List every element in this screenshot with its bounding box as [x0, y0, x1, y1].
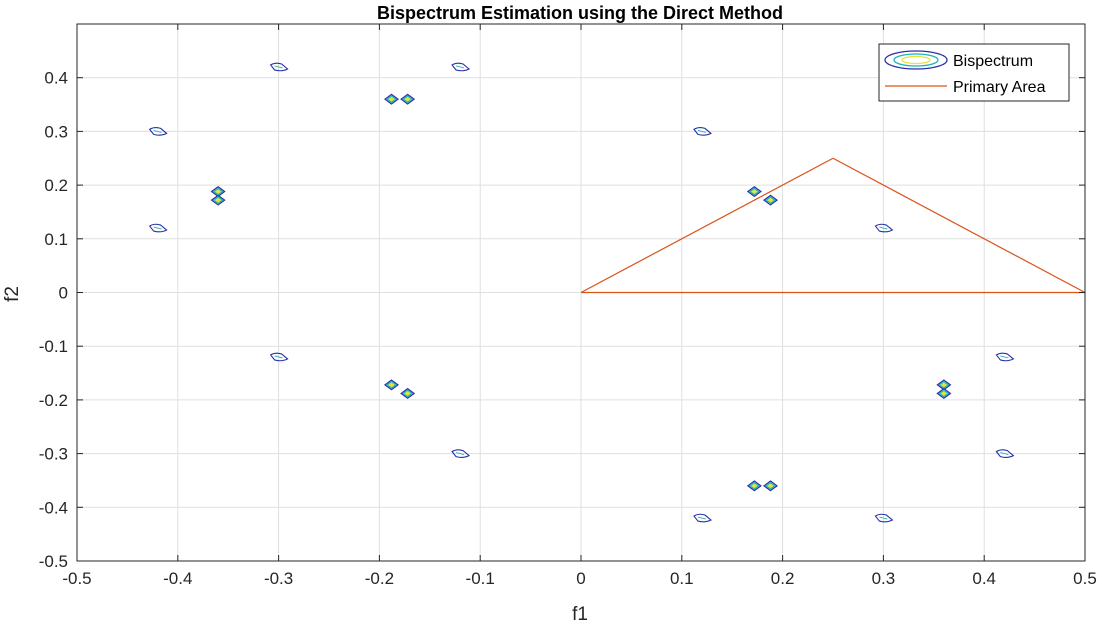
contour-level-inner [153, 129, 162, 133]
strong-peak-contour [746, 185, 762, 198]
weak-peak-contour [148, 127, 168, 136]
y-tick-label: -0.3 [39, 445, 68, 464]
strong-peak-contour [746, 480, 762, 492]
x-tick-label: -0.5 [62, 569, 91, 588]
contour-level-inner [751, 483, 758, 489]
weak-peak-contour [269, 62, 289, 72]
contour-level-inner [455, 452, 465, 456]
contour-level-inner [1000, 355, 1009, 359]
contour-level-inner [751, 189, 758, 194]
weak-peak-contour [451, 62, 471, 72]
contour-level-outer [874, 513, 894, 523]
bispectrum-contours [148, 62, 1015, 523]
legend-box [878, 43, 1070, 102]
contour-level-outer [874, 223, 894, 233]
contour-level-inner [404, 391, 411, 396]
legend-entry-bispectrum: Bispectrum [953, 53, 1033, 70]
x-tick-label: -0.1 [466, 569, 495, 588]
contour-level-inner [215, 197, 222, 203]
y-tick-label: 0.1 [44, 230, 68, 249]
y-tick-label: 0.4 [44, 69, 68, 88]
contour-level-outer [269, 62, 289, 72]
contour-level-outer [148, 127, 168, 136]
legend-bispectrum-swatch [884, 50, 948, 70]
weak-peak-contour [451, 449, 471, 458]
contour-level-inner [940, 391, 947, 396]
contour-level-inner [1000, 452, 1009, 456]
contour-level-outer [451, 449, 471, 458]
primary-area-segment [832, 157, 1086, 294]
contour-level-outer [693, 513, 712, 523]
strong-peak-contour [936, 379, 952, 391]
x-tick-label: -0.2 [365, 569, 394, 588]
axis-ticks: -0.5 -0.4 -0.3 -0.2 -0.1 0 0.1 0.2 0.3 0.4 0.5 -0.5… [39, 24, 1097, 588]
contour-level-inner [879, 226, 888, 230]
contour-level-outer [995, 449, 1015, 458]
y-tick-label: 0 [59, 284, 68, 303]
primary-area-segment [580, 157, 834, 294]
x-tick-label: 0 [576, 569, 585, 588]
contour-level-outer [693, 127, 712, 136]
legend-entry-primary-area: Primary Area [953, 79, 1046, 96]
strong-peak-contour [762, 480, 779, 492]
strong-peak-contour [400, 93, 416, 105]
y-tick-label: 0.2 [44, 176, 68, 195]
strong-peak-contour [383, 93, 400, 105]
contour-level-inner [388, 96, 395, 102]
contour-level-outer [451, 62, 471, 72]
contour-level-inner [697, 129, 707, 133]
weak-peak-contour [995, 352, 1015, 362]
y-tick-label: 0.3 [44, 122, 68, 141]
contour-level-outer [995, 352, 1015, 362]
x-tick-label: -0.4 [163, 569, 192, 588]
contour-level-inner [215, 189, 222, 194]
strong-peak-contour [936, 387, 952, 400]
y-axis-label: f2 [2, 286, 23, 302]
weak-peak-contour [995, 449, 1015, 458]
strong-peak-contour [762, 194, 779, 206]
x-tick-label: 0.5 [1073, 569, 1097, 588]
contour-level-inner [697, 516, 707, 520]
x-tick-label: 0.4 [972, 569, 996, 588]
contour-level-inner [767, 197, 774, 203]
weak-peak-contour [874, 513, 894, 523]
x-axis-label: f1 [572, 604, 588, 625]
contour-level-inner [388, 382, 395, 388]
x-tick-label: 0.2 [771, 569, 795, 588]
weak-peak-contour [148, 223, 168, 233]
y-tick-label: -0.2 [39, 391, 68, 410]
contour-level-inner [940, 382, 947, 388]
y-tick-label: -0.5 [39, 552, 68, 571]
contour-level-inner [404, 96, 411, 102]
strong-peak-contour [210, 194, 226, 206]
weak-peak-contour [269, 352, 289, 362]
contour-level-outer [148, 223, 168, 233]
weak-peak-contour [693, 127, 712, 136]
contour-level-outer [269, 352, 289, 362]
strong-peak-contour [400, 387, 416, 400]
contour-level-inner [455, 65, 465, 69]
contour-level-inner [767, 483, 774, 489]
weak-peak-contour [693, 513, 712, 523]
y-tick-label: -0.1 [39, 337, 68, 356]
x-tick-label: 0.1 [670, 569, 694, 588]
x-tick-label: -0.3 [264, 569, 293, 588]
y-tick-label: -0.4 [39, 498, 68, 517]
strong-peak-contour [210, 185, 226, 198]
legend: Bispectrum Primary Area [878, 43, 1070, 102]
primary-area-lines [580, 157, 1086, 294]
contour-level-inner [879, 516, 888, 520]
contour-level-inner [274, 355, 283, 359]
contour-level-inner [153, 226, 162, 230]
x-tick-label: 0.3 [872, 569, 896, 588]
strong-peak-contour [383, 379, 400, 391]
chart-title: Bispectrum Estimation using the Direct M… [377, 3, 783, 23]
contour-level-inner [274, 65, 283, 69]
weak-peak-contour [874, 223, 894, 233]
